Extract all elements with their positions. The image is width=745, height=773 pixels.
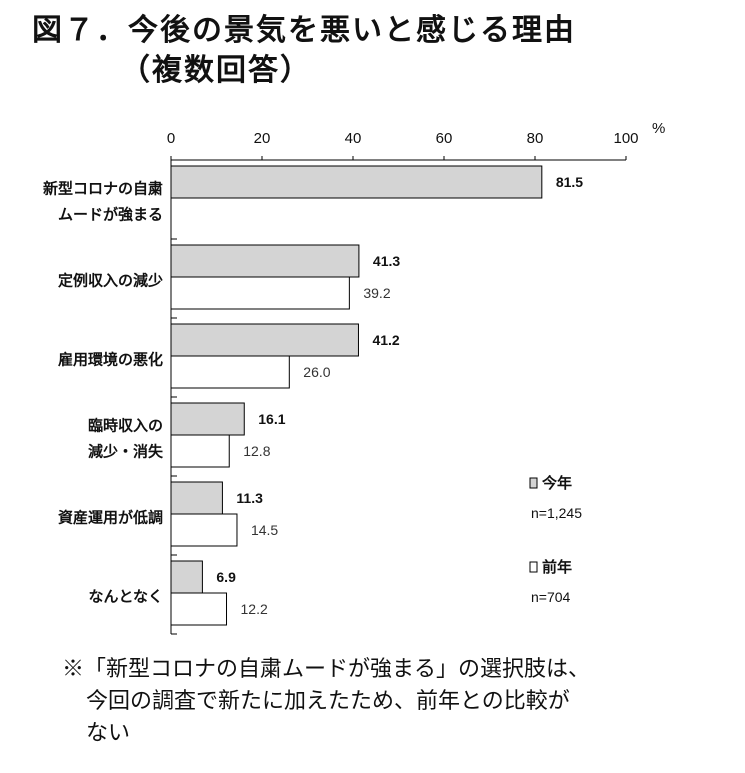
category-label: 資産運用が低調 (58, 509, 163, 527)
x-axis-unit: % (652, 120, 665, 137)
category-label: 雇用環境の悪化 (58, 351, 163, 369)
data-label: 6.9 (216, 569, 236, 585)
data-label: 11.3 (236, 490, 263, 506)
legend-n: n=1,245 (531, 505, 582, 521)
bar-last-year (170, 355, 290, 389)
bar-last-year (170, 592, 228, 626)
x-tick-label: 60 (436, 130, 453, 147)
bar-this-year (170, 165, 543, 199)
x-tick-label: 20 (254, 130, 271, 147)
data-label: 12.8 (243, 443, 270, 459)
legend-swatch (529, 477, 538, 489)
legend-label: 前年 (542, 558, 572, 576)
bar-last-year (170, 434, 230, 468)
data-label: 41.2 (372, 332, 399, 348)
bar-chart: 0 20 40 60 80 100% 新型コロナの自粛ムードが強まる 81.5 定例収入の減少 4… (43, 120, 665, 635)
x-tick-label: 0 (167, 130, 175, 147)
bar-last-year (170, 276, 350, 310)
data-label: 16.1 (258, 411, 285, 427)
category-label: 新型コロナの自粛 (43, 180, 163, 198)
data-label: 39.2 (363, 285, 390, 301)
footnote-line-2: 今回の調査で新たに加えたため、前年との比較が (86, 689, 570, 714)
chart-subtitle: （複数回答） (120, 53, 312, 88)
footnote-line-1: ※「新型コロナの自粛ムードが強まる」の選択肢は、 (62, 657, 591, 682)
chart-title: 図７．今後の景気を悪いと感じる理由 (32, 13, 576, 48)
x-tick-label: 100 (613, 130, 638, 147)
legend-swatch (529, 561, 538, 573)
category-label: なんとなく (88, 589, 163, 606)
bar-this-year (170, 323, 359, 357)
category-label: 臨時収入の (88, 417, 163, 435)
data-label: 12.2 (241, 601, 268, 617)
x-tick-label: 80 (527, 130, 544, 147)
legend-label: 今年 (541, 474, 572, 492)
category-label: 減少・消失 (88, 443, 164, 461)
legend-n: n=704 (531, 589, 571, 605)
bar-this-year (170, 560, 203, 594)
category-label: ムードが強まる (58, 206, 163, 224)
data-label: 14.5 (251, 522, 278, 538)
bar-last-year (170, 513, 238, 547)
bar-this-year (170, 481, 223, 515)
footnote-line-3: ない (86, 721, 131, 746)
data-label: 81.5 (556, 174, 583, 190)
data-label: 26.0 (303, 364, 330, 380)
footnote: ※「新型コロナの自粛ムードが強まる」の選択肢は、 今回の調査で新たに加えたため、… (62, 654, 722, 750)
x-tick-label: 40 (345, 130, 362, 147)
category-label: 定例収入の減少 (58, 272, 163, 290)
bar-this-year (170, 244, 360, 278)
bar-this-year (170, 402, 245, 436)
data-label: 41.3 (373, 253, 400, 269)
